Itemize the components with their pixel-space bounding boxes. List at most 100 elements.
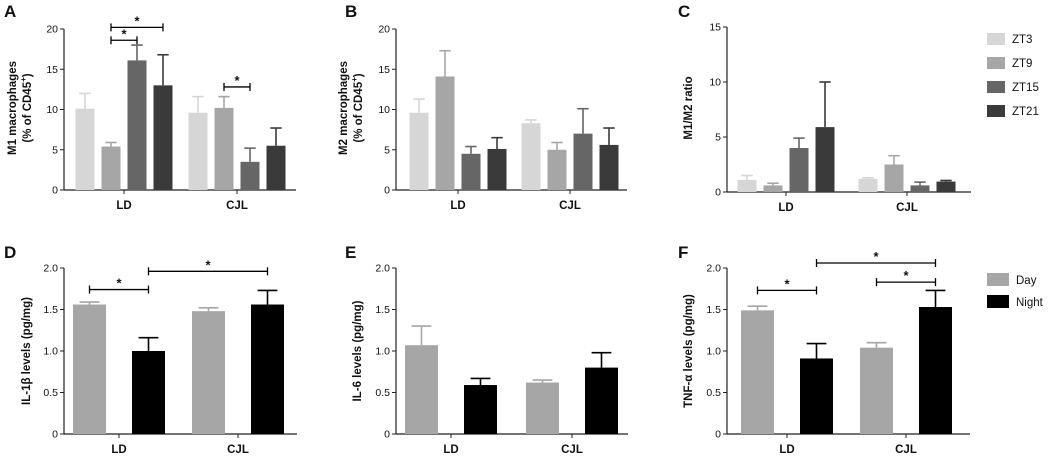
- bar-c-zt21: [815, 127, 835, 192]
- panel-letter-d: D: [4, 243, 16, 262]
- x-category-label-c: LD: [778, 202, 793, 214]
- legend-label-zt3: ZT3: [1012, 34, 1032, 46]
- bar-b-zt21: [487, 148, 507, 190]
- legend-label-night: Night: [1016, 297, 1044, 309]
- y-tick-label-d: 1.5: [43, 304, 58, 316]
- y-tick-label-f: 1.0: [706, 346, 721, 358]
- bar-f-night: [800, 358, 833, 434]
- bar-b-zt15: [461, 153, 481, 190]
- legend-label-zt9: ZT9: [1012, 58, 1032, 70]
- bar-d-night: [132, 351, 165, 434]
- y-tick-label-d: 1.0: [43, 346, 58, 358]
- y-tick-label-a: 5: [52, 144, 58, 156]
- plot-area-f: 0 0.5 1.0 1.5 2.0 LD CJL * * *: [706, 249, 970, 456]
- y-tick-label-b: 15: [378, 64, 390, 76]
- panel-letter-b: B: [345, 2, 357, 21]
- bar-a-zt21: [266, 145, 286, 190]
- sig-star-f: *: [873, 249, 879, 264]
- y-tick-label-e: 1.0: [375, 346, 390, 358]
- x-category-label-a: CJL: [226, 200, 248, 212]
- bar-f-night: [919, 307, 952, 434]
- bar-f-day: [860, 347, 893, 434]
- x-category-label-c: CJL: [896, 202, 918, 214]
- legend-bottom: Day Night: [987, 273, 1044, 309]
- bar-c-zt15: [910, 185, 930, 192]
- panel-d: D IL-1β levels (pg/mg) 0 0.5 1.0 1.5 2.0 LD CJ…: [4, 243, 297, 456]
- sig-star-a: *: [234, 73, 240, 88]
- bar-b-zt21: [599, 144, 619, 190]
- y-tick-label-f: 2.0: [706, 263, 721, 275]
- plot-area-b: 0 5 10 15 20 LD CJL: [378, 24, 627, 212]
- sig-star-f: *: [903, 268, 909, 283]
- bar-b-zt15: [573, 133, 593, 190]
- plot-area-e: 0 0.5 1.0 1.5 2.0 LD CJL: [375, 263, 628, 456]
- ylabel-b-line2: (% of CD45+): [350, 73, 365, 142]
- panel-letter-a: A: [4, 2, 16, 21]
- sig-star-a: *: [134, 13, 140, 28]
- legend-swatch-day: [987, 273, 1009, 286]
- y-tick-label-e: 2.0: [375, 263, 390, 275]
- x-category-label-b: CJL: [559, 200, 581, 212]
- panel-letter-c: C: [678, 2, 690, 21]
- ylabel-a-line2: (% of CD45+): [19, 73, 34, 142]
- bar-b-zt3: [409, 112, 429, 190]
- plot-area-a: 0 5 10 15 20 LD CJL * * *: [46, 13, 296, 212]
- legend-swatch-zt3: [987, 33, 1005, 45]
- y-tick-label-b: 5: [384, 144, 390, 156]
- y-tick-label-b: 10: [378, 104, 390, 116]
- bar-d-night: [251, 304, 284, 434]
- x-category-label-f: LD: [779, 444, 794, 456]
- ylabel-d: IL-1β levels (pg/mg): [21, 297, 33, 405]
- bar-a-zt3: [75, 108, 95, 190]
- bar-a-zt15: [127, 60, 147, 190]
- y-tick-label-d: 0.5: [43, 387, 58, 399]
- panel-letter-f: F: [678, 243, 688, 262]
- bar-d-day: [73, 304, 106, 434]
- y-tick-label-c: 10: [709, 77, 721, 89]
- y-tick-label-c: 0: [715, 187, 721, 199]
- legend-top: ZT3 ZT9 ZT15 ZT21: [987, 33, 1039, 118]
- bar-e-day: [526, 382, 559, 434]
- panel-letter-e: E: [345, 243, 356, 262]
- bar-b-zt9: [547, 149, 567, 190]
- y-tick-label-b: 20: [378, 24, 390, 36]
- bar-c-zt15: [789, 148, 809, 192]
- x-category-label-d: CJL: [227, 444, 249, 456]
- y-tick-label-a: 20: [46, 24, 58, 36]
- y-tick-label-c: 5: [715, 132, 721, 144]
- x-category-label-e: LD: [443, 444, 458, 456]
- bar-e-day: [405, 345, 438, 434]
- legend-swatch-night: [987, 295, 1009, 308]
- bar-a-zt9: [101, 146, 121, 190]
- y-tick-label-f: 1.5: [706, 304, 721, 316]
- panel-e: E IL-6 levels (pg/mg) 0 0.5 1.0 1.5 2.0 LD CJL: [345, 243, 628, 456]
- y-tick-label-d: 0: [52, 429, 58, 441]
- x-category-label-a: LD: [116, 200, 131, 212]
- y-tick-label-c: 15: [709, 22, 721, 34]
- bar-c-zt9: [884, 164, 904, 192]
- panel-b: B M2 macrophages (% of CD45+) 0 5 10 15 20 LD…: [338, 2, 627, 212]
- legend-swatch-zt15: [987, 81, 1005, 93]
- sig-star-a: *: [121, 26, 127, 41]
- y-tick-label-a: 10: [46, 104, 58, 116]
- y-tick-label-b: 0: [384, 185, 390, 197]
- y-tick-label-f: 0.5: [706, 387, 721, 399]
- bar-c-zt9: [763, 185, 783, 192]
- bar-c-zt3: [858, 178, 878, 192]
- sig-star-d: *: [116, 276, 122, 291]
- ylabel-a-line1: M1 macrophages: [7, 61, 19, 155]
- bar-c-zt3: [737, 179, 757, 192]
- bar-e-night: [585, 367, 618, 434]
- y-tick-label-d: 2.0: [43, 263, 58, 275]
- y-tick-label-a: 15: [46, 64, 58, 76]
- bar-a-zt3: [188, 112, 208, 190]
- legend-label-day: Day: [1016, 275, 1037, 287]
- bar-e-night: [464, 385, 497, 434]
- panel-c: C M1/M2 ratio 0 5 10 15 LD CJL: [678, 2, 971, 214]
- ylabel-e: IL-6 levels (pg/mg): [352, 300, 364, 401]
- bar-b-zt3: [521, 123, 541, 190]
- plot-area-c: 0 5 10 15 LD CJL: [709, 22, 971, 214]
- legend-swatch-zt9: [987, 57, 1005, 69]
- bar-a-zt21: [153, 85, 173, 190]
- y-tick-label-e: 1.5: [375, 304, 390, 316]
